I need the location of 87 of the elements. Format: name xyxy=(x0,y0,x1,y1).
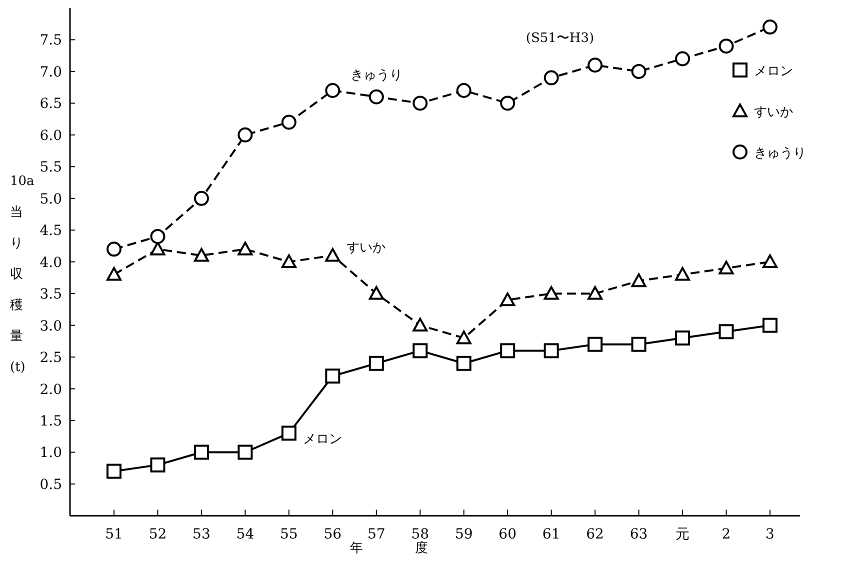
point xyxy=(325,368,340,384)
point xyxy=(456,83,472,98)
point xyxy=(194,248,209,262)
point xyxy=(588,336,603,352)
point xyxy=(368,286,384,300)
point xyxy=(500,96,516,111)
point xyxy=(544,343,559,358)
x-tick-label: 57 xyxy=(367,526,386,543)
point xyxy=(106,242,122,257)
point xyxy=(631,336,646,352)
x-tick-label: 54 xyxy=(236,526,254,543)
point xyxy=(281,254,296,268)
point xyxy=(238,444,253,460)
text: きゅうり xyxy=(350,68,402,83)
x-tick-label: 61 xyxy=(542,526,560,543)
x-tick-label: 2 xyxy=(722,526,731,543)
point xyxy=(412,96,428,111)
x-tick-label: 53 xyxy=(192,526,210,543)
point xyxy=(762,318,778,333)
point xyxy=(544,70,559,86)
y-tick-label: 0.5 xyxy=(40,476,62,493)
annotation: (S51〜H3) xyxy=(526,31,594,46)
point xyxy=(762,20,778,35)
y-tick-label: 2.5 xyxy=(40,350,62,366)
x-tick-label: 51 xyxy=(105,526,123,543)
y-tick-label: 5.5 xyxy=(40,160,62,176)
point xyxy=(150,228,166,244)
legend-label: メロン xyxy=(754,64,793,79)
y-tick-label: 7.0 xyxy=(40,64,62,80)
y-tick-label: 2.0 xyxy=(40,382,62,398)
point xyxy=(150,242,166,256)
y-tick-label: 1.0 xyxy=(40,445,62,462)
point xyxy=(412,343,428,358)
point xyxy=(238,127,253,142)
point xyxy=(588,286,603,300)
y-tick-label: 6.5 xyxy=(40,96,62,112)
point xyxy=(456,330,472,344)
point xyxy=(194,190,209,206)
point xyxy=(500,292,516,306)
point xyxy=(762,254,778,268)
x-tick-label: 52 xyxy=(148,526,167,543)
y-tick-label: 1.5 xyxy=(40,414,62,430)
point xyxy=(368,356,384,371)
point xyxy=(718,324,734,340)
y-tick-label: 7.5 xyxy=(40,32,62,49)
y-tick-label: 3.5 xyxy=(40,286,62,303)
point xyxy=(588,58,603,73)
text: 10a当り収穫量(t) xyxy=(10,174,34,375)
y-tick-label: 4.5 xyxy=(40,223,62,240)
point xyxy=(718,38,734,54)
point xyxy=(238,242,253,256)
point xyxy=(675,51,690,66)
point xyxy=(675,330,690,346)
y-tick-label: 4.0 xyxy=(40,254,62,271)
y-tick-label: 5.0 xyxy=(40,191,62,208)
point xyxy=(194,444,209,460)
legend-label: すいか xyxy=(754,105,793,120)
legend-label: きゅうり xyxy=(754,146,806,161)
text: すいか xyxy=(346,240,386,256)
point xyxy=(325,83,340,98)
x-tick-label: 56 xyxy=(324,526,342,543)
x-tick-label: 63 xyxy=(630,526,648,543)
point xyxy=(106,464,122,479)
point xyxy=(150,457,166,472)
y-tick-label: 3.0 xyxy=(40,318,62,334)
point xyxy=(544,286,559,300)
point xyxy=(412,318,428,332)
point xyxy=(281,426,296,441)
point xyxy=(500,343,516,358)
x-tick-label: 62 xyxy=(586,526,604,543)
point xyxy=(456,356,472,371)
point xyxy=(281,114,296,130)
point xyxy=(106,267,122,281)
point xyxy=(631,273,646,288)
x-tick-label: 59 xyxy=(454,526,473,543)
xlabel: 年度 xyxy=(350,541,480,556)
point xyxy=(631,64,646,79)
point xyxy=(718,260,734,274)
point xyxy=(675,267,690,281)
point xyxy=(368,89,384,104)
x-tick-label: 元 xyxy=(676,526,690,543)
x-tick-label: 3 xyxy=(766,526,774,543)
x-tick-label: 55 xyxy=(280,526,298,543)
y-tick-label: 6.0 xyxy=(40,128,62,144)
x-tick-label: 60 xyxy=(498,526,517,543)
text: メロン xyxy=(302,432,342,448)
point xyxy=(325,248,340,262)
